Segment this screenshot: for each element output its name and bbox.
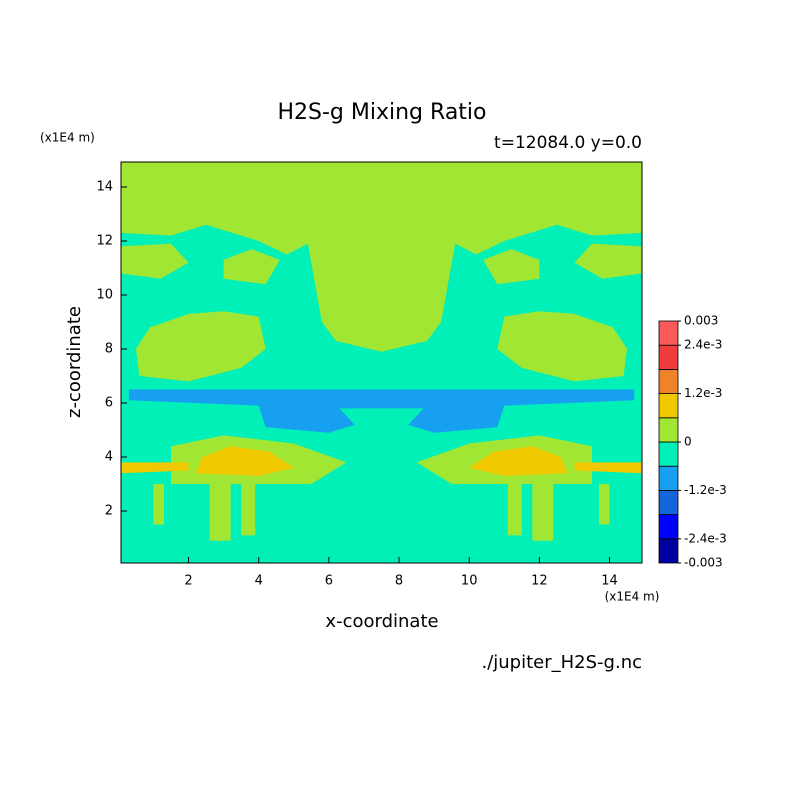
colorbar-tick-label: -2.4e-3 bbox=[684, 531, 727, 545]
x-tick-label: 10 bbox=[461, 574, 478, 589]
x-tick-label: 4 bbox=[255, 574, 263, 589]
colorbar-tick-label: -0.003 bbox=[684, 556, 723, 570]
x-tick-label: 14 bbox=[601, 574, 618, 589]
x-tick-label: 6 bbox=[325, 574, 333, 589]
y-tick-label: 14 bbox=[96, 179, 113, 194]
contour-region bbox=[507, 484, 522, 536]
contour-region bbox=[532, 484, 554, 541]
contour-region bbox=[339, 408, 424, 433]
x-tick-label: 2 bbox=[184, 574, 192, 589]
contour-region bbox=[135, 311, 266, 382]
colorbar-tick-label: -1.2e-3 bbox=[684, 483, 727, 497]
y-tick-label: 10 bbox=[96, 287, 113, 302]
chart-subtitle: t=12084.0 y=0.0 bbox=[494, 133, 642, 153]
colorbar-tick-label: 1.2e-3 bbox=[684, 386, 722, 400]
chart-title: H2S-g Mixing Ratio bbox=[277, 100, 486, 125]
colorbar-segment bbox=[658, 393, 679, 419]
contour-region bbox=[121, 462, 189, 474]
y-axis-label: z-coordinate bbox=[64, 306, 85, 418]
contour-region bbox=[195, 446, 294, 476]
y-tick-label: 4 bbox=[105, 450, 113, 465]
contour-region bbox=[241, 484, 256, 536]
colorbar-segment bbox=[658, 441, 679, 467]
contour-region bbox=[483, 249, 540, 285]
colorbar-segment bbox=[658, 465, 679, 491]
y-tick-label: 2 bbox=[105, 504, 113, 519]
contour-region bbox=[574, 462, 642, 474]
colorbar-segment bbox=[658, 417, 679, 443]
colorbar-segment bbox=[658, 368, 679, 394]
y-tick-label: 8 bbox=[105, 341, 113, 356]
contour-region bbox=[469, 446, 568, 476]
y-tick-label: 12 bbox=[96, 233, 113, 248]
colorbar-segment bbox=[658, 320, 679, 346]
contour-region bbox=[153, 484, 164, 525]
x-tick-label: 8 bbox=[395, 574, 403, 589]
x-tick-label: 12 bbox=[531, 574, 548, 589]
colorbar-tick-label: 0 bbox=[684, 435, 692, 449]
x-unit: (x1E4 m) bbox=[605, 590, 660, 604]
y-unit: (x1E4 m) bbox=[40, 131, 95, 145]
contour-region bbox=[223, 249, 280, 285]
colorbar-segment bbox=[658, 514, 679, 540]
contour-region bbox=[363, 273, 400, 298]
contour-region bbox=[574, 243, 642, 279]
y-tick-label: 6 bbox=[105, 396, 113, 411]
x-axis-label: x-coordinate bbox=[325, 611, 438, 632]
contour-region bbox=[121, 243, 189, 279]
colorbar-tick-label: 0.003 bbox=[684, 314, 718, 328]
contour-region bbox=[209, 484, 231, 541]
contour-field bbox=[121, 162, 642, 563]
colorbar-segment bbox=[658, 538, 679, 564]
contour-region bbox=[599, 484, 610, 525]
footer: ./jupiter_H2S-g.nc bbox=[481, 652, 642, 673]
colorbar-segment bbox=[658, 344, 679, 370]
contour-region bbox=[497, 311, 628, 382]
colorbar-tick-label: 2.4e-3 bbox=[684, 338, 722, 352]
colorbar-segment bbox=[658, 489, 679, 515]
plot-frame bbox=[120, 161, 643, 564]
